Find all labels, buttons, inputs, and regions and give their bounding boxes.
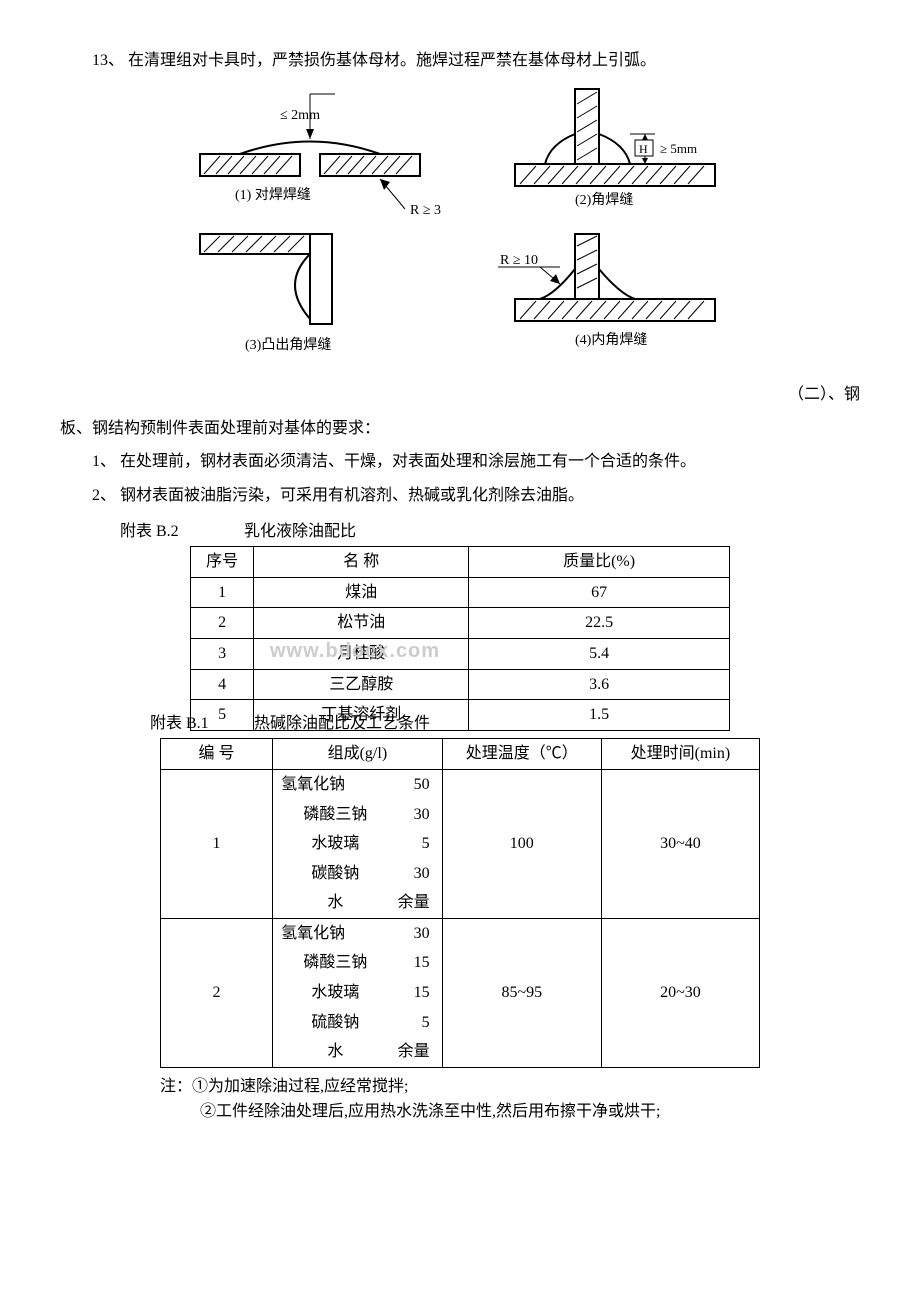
dim-r3: R ≥ 3	[410, 203, 441, 218]
comp-name: 磷酸三钠	[281, 950, 390, 976]
comp-val: 50	[390, 772, 430, 798]
cell: 4	[191, 669, 254, 700]
dim-5mm: ≥ 5mm	[660, 141, 697, 156]
cell: 月桂酸	[254, 638, 469, 669]
comp-name: 硫酸钠	[281, 1010, 390, 1036]
cell-temp: 85~95	[442, 918, 601, 1067]
comp-name: 水玻璃	[281, 831, 390, 857]
table-b2: 序号 名 称 质量比(%) 1 煤油 67 2 松节油 22.5 3 月桂酸 5…	[190, 546, 730, 731]
comp-name: 水	[281, 890, 390, 916]
comp-val: 30	[390, 802, 430, 828]
th-seq: 序号	[191, 547, 254, 578]
comp-val: 15	[390, 950, 430, 976]
cell-comp: 水余量	[273, 1037, 443, 1067]
cell: 三乙醇胺	[254, 669, 469, 700]
weld-diagrams: ≤ 2mm (1) 对焊焊缝 R ≥ 3	[180, 84, 740, 373]
dim-2mm: ≤ 2mm	[280, 108, 320, 123]
cell-comp: 氢氧化钠50	[273, 769, 443, 799]
paragraph-1: 1、 在处理前，钢材表面必须清洁、干燥，对表面处理和涂层施工有一个合适的条件。	[60, 449, 860, 475]
table-row: 1 氢氧化钠50 100 30~40	[161, 769, 760, 799]
table-b1: 编 号 组成(g/l) 处理温度（℃） 处理时间(min) 1 氢氧化钠50 1…	[160, 738, 760, 1068]
cell-comp: 水余量	[273, 888, 443, 918]
table-notes: 注：①为加速除油过程,应经常搅拌; ②工件经除油处理后,应用热水洗涤至中性,然后…	[160, 1074, 860, 1125]
table-b2-name: 乳化液除油配比	[244, 523, 356, 540]
cell: 1	[191, 577, 254, 608]
label-1: (1) 对焊焊缝	[235, 187, 311, 203]
cell: 5.4	[469, 638, 730, 669]
table-row: 3 月桂酸 5.4	[191, 638, 730, 669]
th-comp: 组成(g/l)	[273, 739, 443, 770]
diagram-1: ≤ 2mm (1) 对焊焊缝 R ≥ 3	[200, 94, 441, 218]
section-2-marker: （二）、钢	[788, 382, 860, 408]
diagram-4: R ≥ 10 (4)内角焊缝	[498, 234, 715, 348]
label-2: (2)角焊缝	[575, 192, 633, 208]
diagram-3: (3)凸出角焊缝	[200, 234, 332, 353]
comp-val: 15	[390, 980, 430, 1006]
table-b1-prefix: 附表 B.1	[150, 711, 250, 737]
cell-num: 2	[161, 918, 273, 1067]
cell: 3.6	[469, 669, 730, 700]
table-row: 1 煤油 67	[191, 577, 730, 608]
table-row: 2 松节油 22.5	[191, 608, 730, 639]
comp-val: 30	[390, 921, 430, 947]
note-2: ②工件经除油处理后,应用热水洗涤至中性,然后用布擦干净或烘干;	[160, 1099, 860, 1125]
label-4: (4)内角焊缝	[575, 332, 647, 348]
table-b2-prefix: 附表 B.2	[120, 519, 240, 545]
cell-text: 松节油	[337, 614, 385, 631]
table-b2-title: 附表 B.2 乳化液除油配比	[120, 519, 860, 545]
comp-name: 磷酸三钠	[281, 802, 390, 828]
cell-comp: 碳酸钠30	[273, 859, 443, 889]
th-time: 处理时间(min)	[601, 739, 759, 770]
cell: 煤油	[254, 577, 469, 608]
cell-time: 30~40	[601, 769, 759, 918]
table-b2-header-row: 序号 名 称 质量比(%)	[191, 547, 730, 578]
comp-name: 氢氧化钠	[281, 772, 390, 798]
cell-comp: 水玻璃5	[273, 829, 443, 859]
comp-val: 30	[390, 861, 430, 887]
note-1: 注：①为加速除油过程,应经常搅拌;	[160, 1074, 860, 1100]
paragraph-13: 13、 在清理组对卡具时，严禁损伤基体母材。施焊过程严禁在基体母材上引弧。	[60, 48, 860, 74]
table-row: 2 氢氧化钠30 85~95 20~30	[161, 918, 760, 948]
cell-time: 20~30	[601, 918, 759, 1067]
dim-r10: R ≥ 10	[500, 253, 538, 268]
table-b1-name: 热碱除油配比及工艺条件	[254, 715, 430, 732]
comp-val: 余量	[390, 1039, 430, 1065]
comp-name: 碳酸钠	[281, 861, 390, 887]
substrate-req-heading: 板、钢结构预制件表面处理前对基体的要求：	[60, 416, 860, 442]
cell: 22.5	[469, 608, 730, 639]
cell-temp: 100	[442, 769, 601, 918]
th-name: 名 称	[254, 547, 469, 578]
table-row: 4 三乙醇胺 3.6	[191, 669, 730, 700]
table-b1-header-row: 编 号 组成(g/l) 处理温度（℃） 处理时间(min)	[161, 739, 760, 770]
cell-comp: 氢氧化钠30	[273, 918, 443, 948]
cell: 2	[191, 608, 254, 639]
cell: 3	[191, 638, 254, 669]
comp-val: 5	[390, 831, 430, 857]
th-ratio: 质量比(%)	[469, 547, 730, 578]
th-num: 编 号	[161, 739, 273, 770]
cell-num: 1	[161, 769, 273, 918]
cell: 松节油	[254, 608, 469, 639]
cell-comp: 硫酸钠5	[273, 1008, 443, 1038]
table-b1-title: 附表 B.1 热碱除油配比及工艺条件	[150, 711, 860, 737]
comp-val: 余量	[390, 890, 430, 916]
diagram-2: H ≥ 5mm (2)角焊缝	[515, 89, 715, 208]
cell-comp: 磷酸三钠15	[273, 948, 443, 978]
comp-name: 水玻璃	[281, 980, 390, 1006]
cell-comp: 水玻璃15	[273, 978, 443, 1008]
comp-name: 水	[281, 1039, 390, 1065]
cell-comp: 磷酸三钠30	[273, 800, 443, 830]
comp-name: 氢氧化钠	[281, 921, 390, 947]
weld-diagram-svg: ≤ 2mm (1) 对焊焊缝 R ≥ 3	[180, 84, 740, 364]
cell: 67	[469, 577, 730, 608]
label-3: (3)凸出角焊缝	[245, 337, 331, 353]
comp-val: 5	[390, 1010, 430, 1036]
dim-h: H	[639, 142, 648, 156]
paragraph-2: 2、 钢材表面被油脂污染，可采用有机溶剂、热碱或乳化剂除去油脂。	[60, 483, 860, 509]
th-temp: 处理温度（℃）	[442, 739, 601, 770]
